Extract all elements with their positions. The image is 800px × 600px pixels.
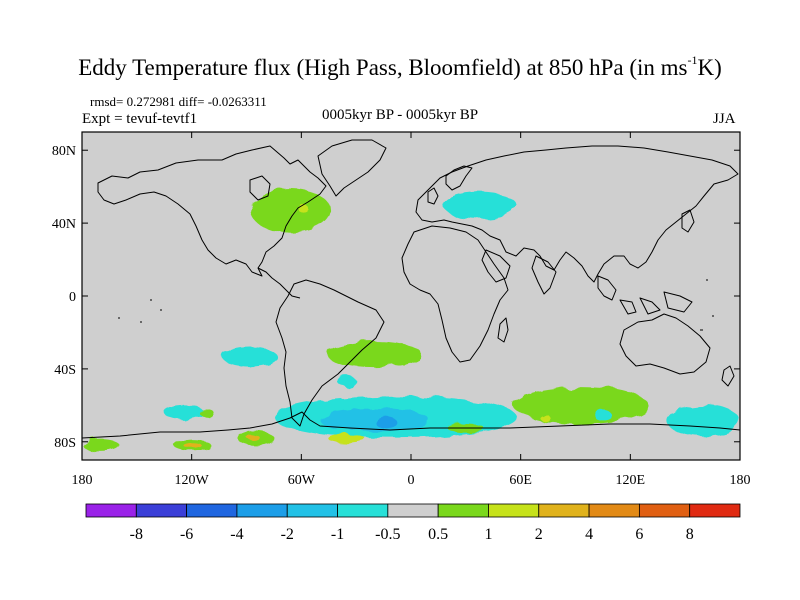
coastline-japan xyxy=(681,209,695,233)
anomaly-layer xyxy=(82,188,740,451)
colorbar-box xyxy=(538,503,590,518)
anomaly-region xyxy=(246,434,260,440)
colorbar-box xyxy=(588,503,640,518)
anomaly-region xyxy=(374,416,397,428)
colorbar-label: -1 xyxy=(331,526,344,543)
anomaly-region xyxy=(666,405,740,437)
y-tick-label: 80N xyxy=(52,144,76,159)
x-tick-label: 180 xyxy=(730,473,751,488)
coastline-greenland xyxy=(317,139,387,197)
anomaly-region xyxy=(250,188,331,233)
colorbar-box xyxy=(85,503,137,518)
coastline-islands xyxy=(118,279,714,331)
colorbar-label: 6 xyxy=(635,526,643,543)
chart-title-unit: K) xyxy=(697,55,722,80)
coastline-madagascar xyxy=(497,317,509,343)
x-tick-label: 60W xyxy=(288,473,316,488)
coastline-scandinavia xyxy=(445,165,473,191)
coastline-india xyxy=(531,255,557,295)
chart-title-main: Eddy Temperature flux (High Pass, Bloomf… xyxy=(78,55,688,80)
anomaly-region xyxy=(326,341,422,368)
colorbar-label: 1 xyxy=(484,526,492,543)
colorbar-box xyxy=(135,503,188,518)
coastline-australia xyxy=(619,313,711,375)
coastline-antarctica xyxy=(82,411,740,439)
anomaly-region xyxy=(164,405,205,420)
anomaly-region xyxy=(337,376,357,388)
season-label: JJA xyxy=(713,111,736,127)
colorbar-box xyxy=(186,503,238,518)
coastline-south-america xyxy=(275,279,385,427)
colorbar-label: -2 xyxy=(281,526,294,543)
y-tick-label: 40N xyxy=(52,217,76,232)
anomaly-region xyxy=(328,434,366,444)
colorbar-box xyxy=(337,503,389,518)
colorbar: -8 -6 -4 -2 -1 -0.5 0.5 1 2 4 6 8 xyxy=(85,503,741,543)
colorbar-label: 8 xyxy=(686,526,694,543)
colorbar-label: 2 xyxy=(535,526,543,543)
experiment-label: Expt = tevuf-tevtf1 xyxy=(82,111,198,127)
coastline-hudson-bay xyxy=(249,175,271,201)
x-tick-label: 0 xyxy=(408,473,415,488)
coastline-britain xyxy=(427,187,439,205)
stats-label: rmsd= 0.272981 diff= -0.0263311 xyxy=(90,94,267,109)
colorbar-box xyxy=(488,503,540,518)
colorbar-label: -8 xyxy=(130,526,143,543)
coastline-arabia xyxy=(481,249,511,283)
coastline-layer xyxy=(82,139,740,439)
anomaly-region xyxy=(182,441,201,448)
x-tick-label: 120E xyxy=(616,473,646,488)
colorbar-box xyxy=(689,503,741,518)
coastline-north-america xyxy=(97,145,327,277)
coastline-eurasia xyxy=(415,145,739,283)
colorbar-box xyxy=(437,503,489,518)
axis-layer: 180 120W 60W 0 60E 120E 180 80N 40N 0 40S 80S xyxy=(52,132,751,488)
anomaly-region xyxy=(513,387,649,424)
coastline-central-america xyxy=(257,267,301,299)
colorbar-box xyxy=(638,503,691,518)
x-tick-label: 120W xyxy=(175,473,210,488)
anomaly-region xyxy=(297,204,309,213)
anomaly-region xyxy=(198,408,214,417)
anomaly-region xyxy=(319,408,430,431)
colorbar-box xyxy=(236,503,288,518)
anomaly-region xyxy=(593,410,613,420)
period-label: 0005kyr BP - 0005kyr BP xyxy=(322,107,479,123)
colorbar-box xyxy=(387,503,439,518)
x-tick-label: 60E xyxy=(509,473,532,488)
colorbar-box xyxy=(286,503,338,518)
anomaly-region xyxy=(443,192,518,220)
y-tick-label: 80S xyxy=(54,436,76,451)
chart-title: Eddy Temperature flux (High Pass, Bloomf… xyxy=(0,53,800,81)
chart-title-superscript: -1 xyxy=(687,53,698,68)
y-tick-label: 40S xyxy=(54,363,76,378)
coastline-africa xyxy=(401,225,509,363)
anomaly-region xyxy=(82,438,119,451)
colorbar-label: 4 xyxy=(585,526,593,543)
colorbar-label: -0.5 xyxy=(375,526,400,543)
colorbar-label: -4 xyxy=(230,526,243,543)
colorbar-label: -6 xyxy=(180,526,193,543)
y-tick-label: 0 xyxy=(69,290,76,305)
anomaly-region xyxy=(538,414,550,420)
colorbar-label: 0.5 xyxy=(428,526,448,543)
coastline-southeast-asia xyxy=(597,275,693,315)
anomaly-region xyxy=(222,347,278,368)
coastline-new-zealand xyxy=(721,365,735,387)
x-tick-label: 180 xyxy=(72,473,93,488)
